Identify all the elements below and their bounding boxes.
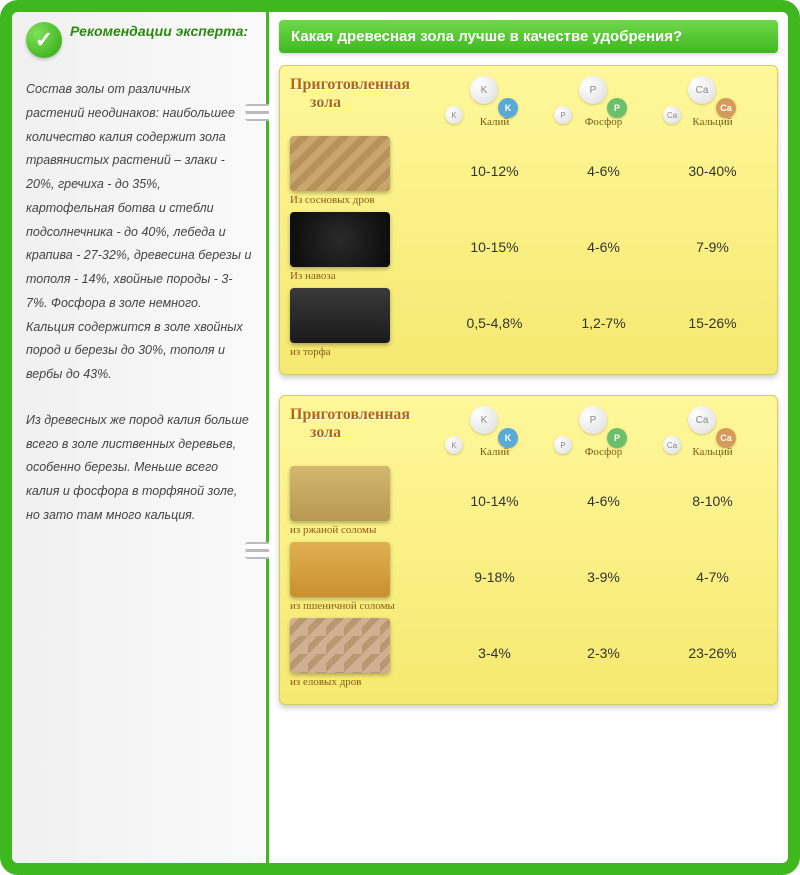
row-material: из торфа [290,288,440,358]
value-cell: 0,5-4,8% [440,315,549,331]
data-row: из еловых дров 3-4%2-3%23-26% [290,618,767,688]
material-caption: из торфа [290,346,331,358]
element-bubble-icon: K [445,436,463,454]
material-image [290,136,390,191]
element-bubble-icon: Ca [688,406,716,434]
column-header: CaCaCaКальций [658,406,767,466]
material-image [290,466,390,521]
material-caption: Из навоза [290,270,336,282]
element-bubble-icon: P [579,406,607,434]
element-bubble-icon: K [470,406,498,434]
value-cell: 4-7% [658,569,767,585]
element-bubble-icon: Ca [663,436,681,454]
value-cell: 15-26% [658,315,767,331]
column-headers: KKKКалийPPPФосфорCaCaCaКальций [440,406,767,466]
column-headers: KKKКалийPPPФосфорCaCaCaКальций [440,76,767,136]
element-bubble-icon: P [579,76,607,104]
material-image [290,288,390,343]
material-caption: из ржаной соломы [290,524,376,536]
element-bubble-icon: Ca [716,98,736,118]
element-bubble-icon: K [498,428,518,448]
value-cell: 2-3% [549,645,658,661]
row-material: из пшеничной соломы [290,542,440,612]
row-material: Из сосновых дров [290,136,440,206]
column-header: PPPФосфор [549,76,658,136]
panel-2: Приготовленная зола KKKКалийPPPФосфорCaC… [279,395,778,705]
panel-title-line1: Приготовленная [290,406,440,424]
value-cell: 10-12% [440,163,549,179]
row-values: 9-18%3-9%4-7% [440,569,767,585]
column-header: KKKКалий [440,406,549,466]
element-bubble-icon: P [554,436,572,454]
row-material: из еловых дров [290,618,440,688]
value-cell: 4-6% [549,239,658,255]
element-bubble-icon: P [607,98,627,118]
sidebar: ✓ Рекомендации эксперта: Состав золы от … [12,12,269,863]
sidebar-paragraph-1: Состав золы от различных растений неодин… [26,78,252,387]
value-cell: 10-15% [440,239,549,255]
value-cell: 9-18% [440,569,549,585]
row-values: 10-12%4-6%30-40% [440,163,767,179]
element-bubble-icon: Ca [688,76,716,104]
data-row: Из навоза 10-15%4-6%7-9% [290,212,767,282]
data-row: из ржаной соломы 10-14%4-6%8-10% [290,466,767,536]
notch-decoration [245,542,269,554]
panel-title-line2: зола [310,94,440,112]
value-cell: 7-9% [658,239,767,255]
data-row: Из сосновых дров 10-12%4-6%30-40% [290,136,767,206]
data-row: из пшеничной соломы 9-18%3-9%4-7% [290,542,767,612]
value-cell: 8-10% [658,493,767,509]
column-header: PPPФосфор [549,406,658,466]
value-cell: 4-6% [549,493,658,509]
element-bubble-icon: Ca [716,428,736,448]
value-cell: 10-14% [440,493,549,509]
row-material: Из навоза [290,212,440,282]
checkmark-icon: ✓ [26,22,62,58]
row-material: из ржаной соломы [290,466,440,536]
value-cell: 3-9% [549,569,658,585]
sidebar-title: Рекомендации эксперта: [70,22,248,40]
material-image [290,212,390,267]
notch-decoration [245,104,269,116]
panel-title-line2: зола [310,424,440,442]
material-image [290,618,390,673]
value-cell: 1,2-7% [549,315,658,331]
column-header: CaCaCaКальций [658,76,767,136]
element-bubble-icon: P [607,428,627,448]
expert-header: ✓ Рекомендации эксперта: [26,22,252,58]
value-cell: 30-40% [658,163,767,179]
panel-1: Приготовленная зола KKKКалийPPPФосфорCaC… [279,65,778,375]
panel-title-line1: Приготовленная [290,76,440,94]
material-caption: из еловых дров [290,676,361,688]
row-values: 0,5-4,8%1,2-7%15-26% [440,315,767,331]
value-cell: 3-4% [440,645,549,661]
column-header: KKKКалий [440,76,549,136]
data-row: из торфа 0,5-4,8%1,2-7%15-26% [290,288,767,358]
element-bubble-icon: Ca [663,106,681,124]
value-cell: 4-6% [549,163,658,179]
element-bubble-icon: P [554,106,572,124]
sidebar-paragraph-2: Из древесных же пород калия больше всего… [26,409,252,528]
value-cell: 23-26% [658,645,767,661]
material-image [290,542,390,597]
material-caption: из пшеничной соломы [290,600,395,612]
element-bubble-icon: K [445,106,463,124]
main-title: Какая древесная зола лучше в качестве уд… [279,20,778,53]
row-values: 10-14%4-6%8-10% [440,493,767,509]
row-values: 10-15%4-6%7-9% [440,239,767,255]
row-values: 3-4%2-3%23-26% [440,645,767,661]
material-caption: Из сосновых дров [290,194,375,206]
element-bubble-icon: K [498,98,518,118]
element-bubble-icon: K [470,76,498,104]
page-frame: ✓ Рекомендации эксперта: Состав золы от … [0,0,800,875]
main-content: Какая древесная зола лучше в качестве уд… [269,12,788,863]
